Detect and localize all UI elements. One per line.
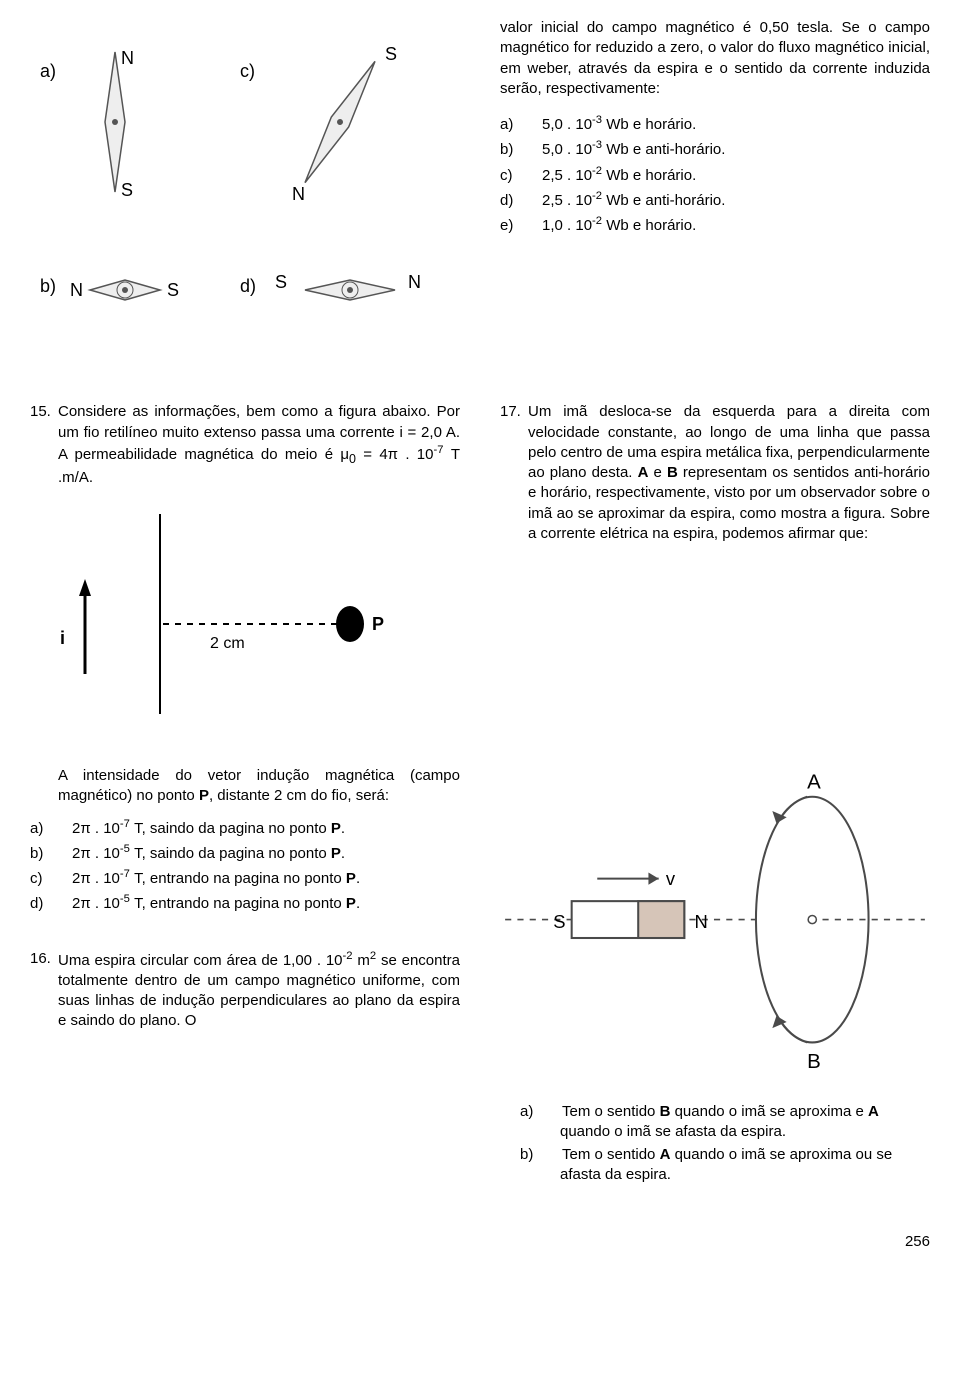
svg-text:N: N: [408, 272, 421, 292]
label-a: a): [40, 61, 56, 81]
svg-text:2 cm: 2 cm: [210, 635, 245, 652]
label-N: N: [121, 48, 134, 68]
svg-text:P: P: [372, 614, 384, 634]
q15-cont: A intensidade do vetor indução magnética…: [30, 766, 460, 807]
svg-text:S: S: [553, 911, 565, 932]
svg-text:S: S: [275, 272, 287, 292]
svg-text:S: S: [167, 280, 179, 300]
page-number: 256: [30, 1232, 930, 1252]
label-b: b): [40, 276, 56, 296]
svg-text:N: N: [292, 184, 305, 204]
svg-text:N: N: [695, 911, 708, 932]
q14-continuation-text: valor inicial do campo magnético é 0,50 …: [500, 18, 930, 99]
q16: 16. Uma espira circular com área de 1,00…: [30, 949, 460, 1032]
compass-diagrams: a) N S b) N S c) S N: [30, 22, 460, 332]
q14-options: a)5,0 . 10-3 Wb e horário. b)5,0 . 10-3 …: [500, 113, 930, 236]
label-d: d): [240, 276, 256, 296]
svg-text:N: N: [70, 280, 83, 300]
q17-options: a)Tem o sentido B quando o imã se aproxi…: [500, 1102, 930, 1186]
q15: 15. Considere as informações, bem como a…: [30, 402, 460, 488]
q15-diagram: i P 2 cm: [30, 504, 430, 724]
svg-text:v: v: [666, 868, 676, 889]
svg-text:S: S: [385, 44, 397, 64]
svg-text:i: i: [60, 628, 65, 648]
q17: 17. Um imã desloca-se da esquerda para a…: [500, 402, 930, 544]
q15-options: a)2π . 10-7 T, saindo da pagina no ponto…: [30, 817, 460, 915]
q17-diagram: S N v A B: [500, 766, 930, 1073]
label-S: S: [121, 180, 133, 200]
label-c: c): [240, 61, 255, 81]
svg-text:A: A: [807, 771, 821, 794]
svg-text:B: B: [807, 1050, 821, 1073]
